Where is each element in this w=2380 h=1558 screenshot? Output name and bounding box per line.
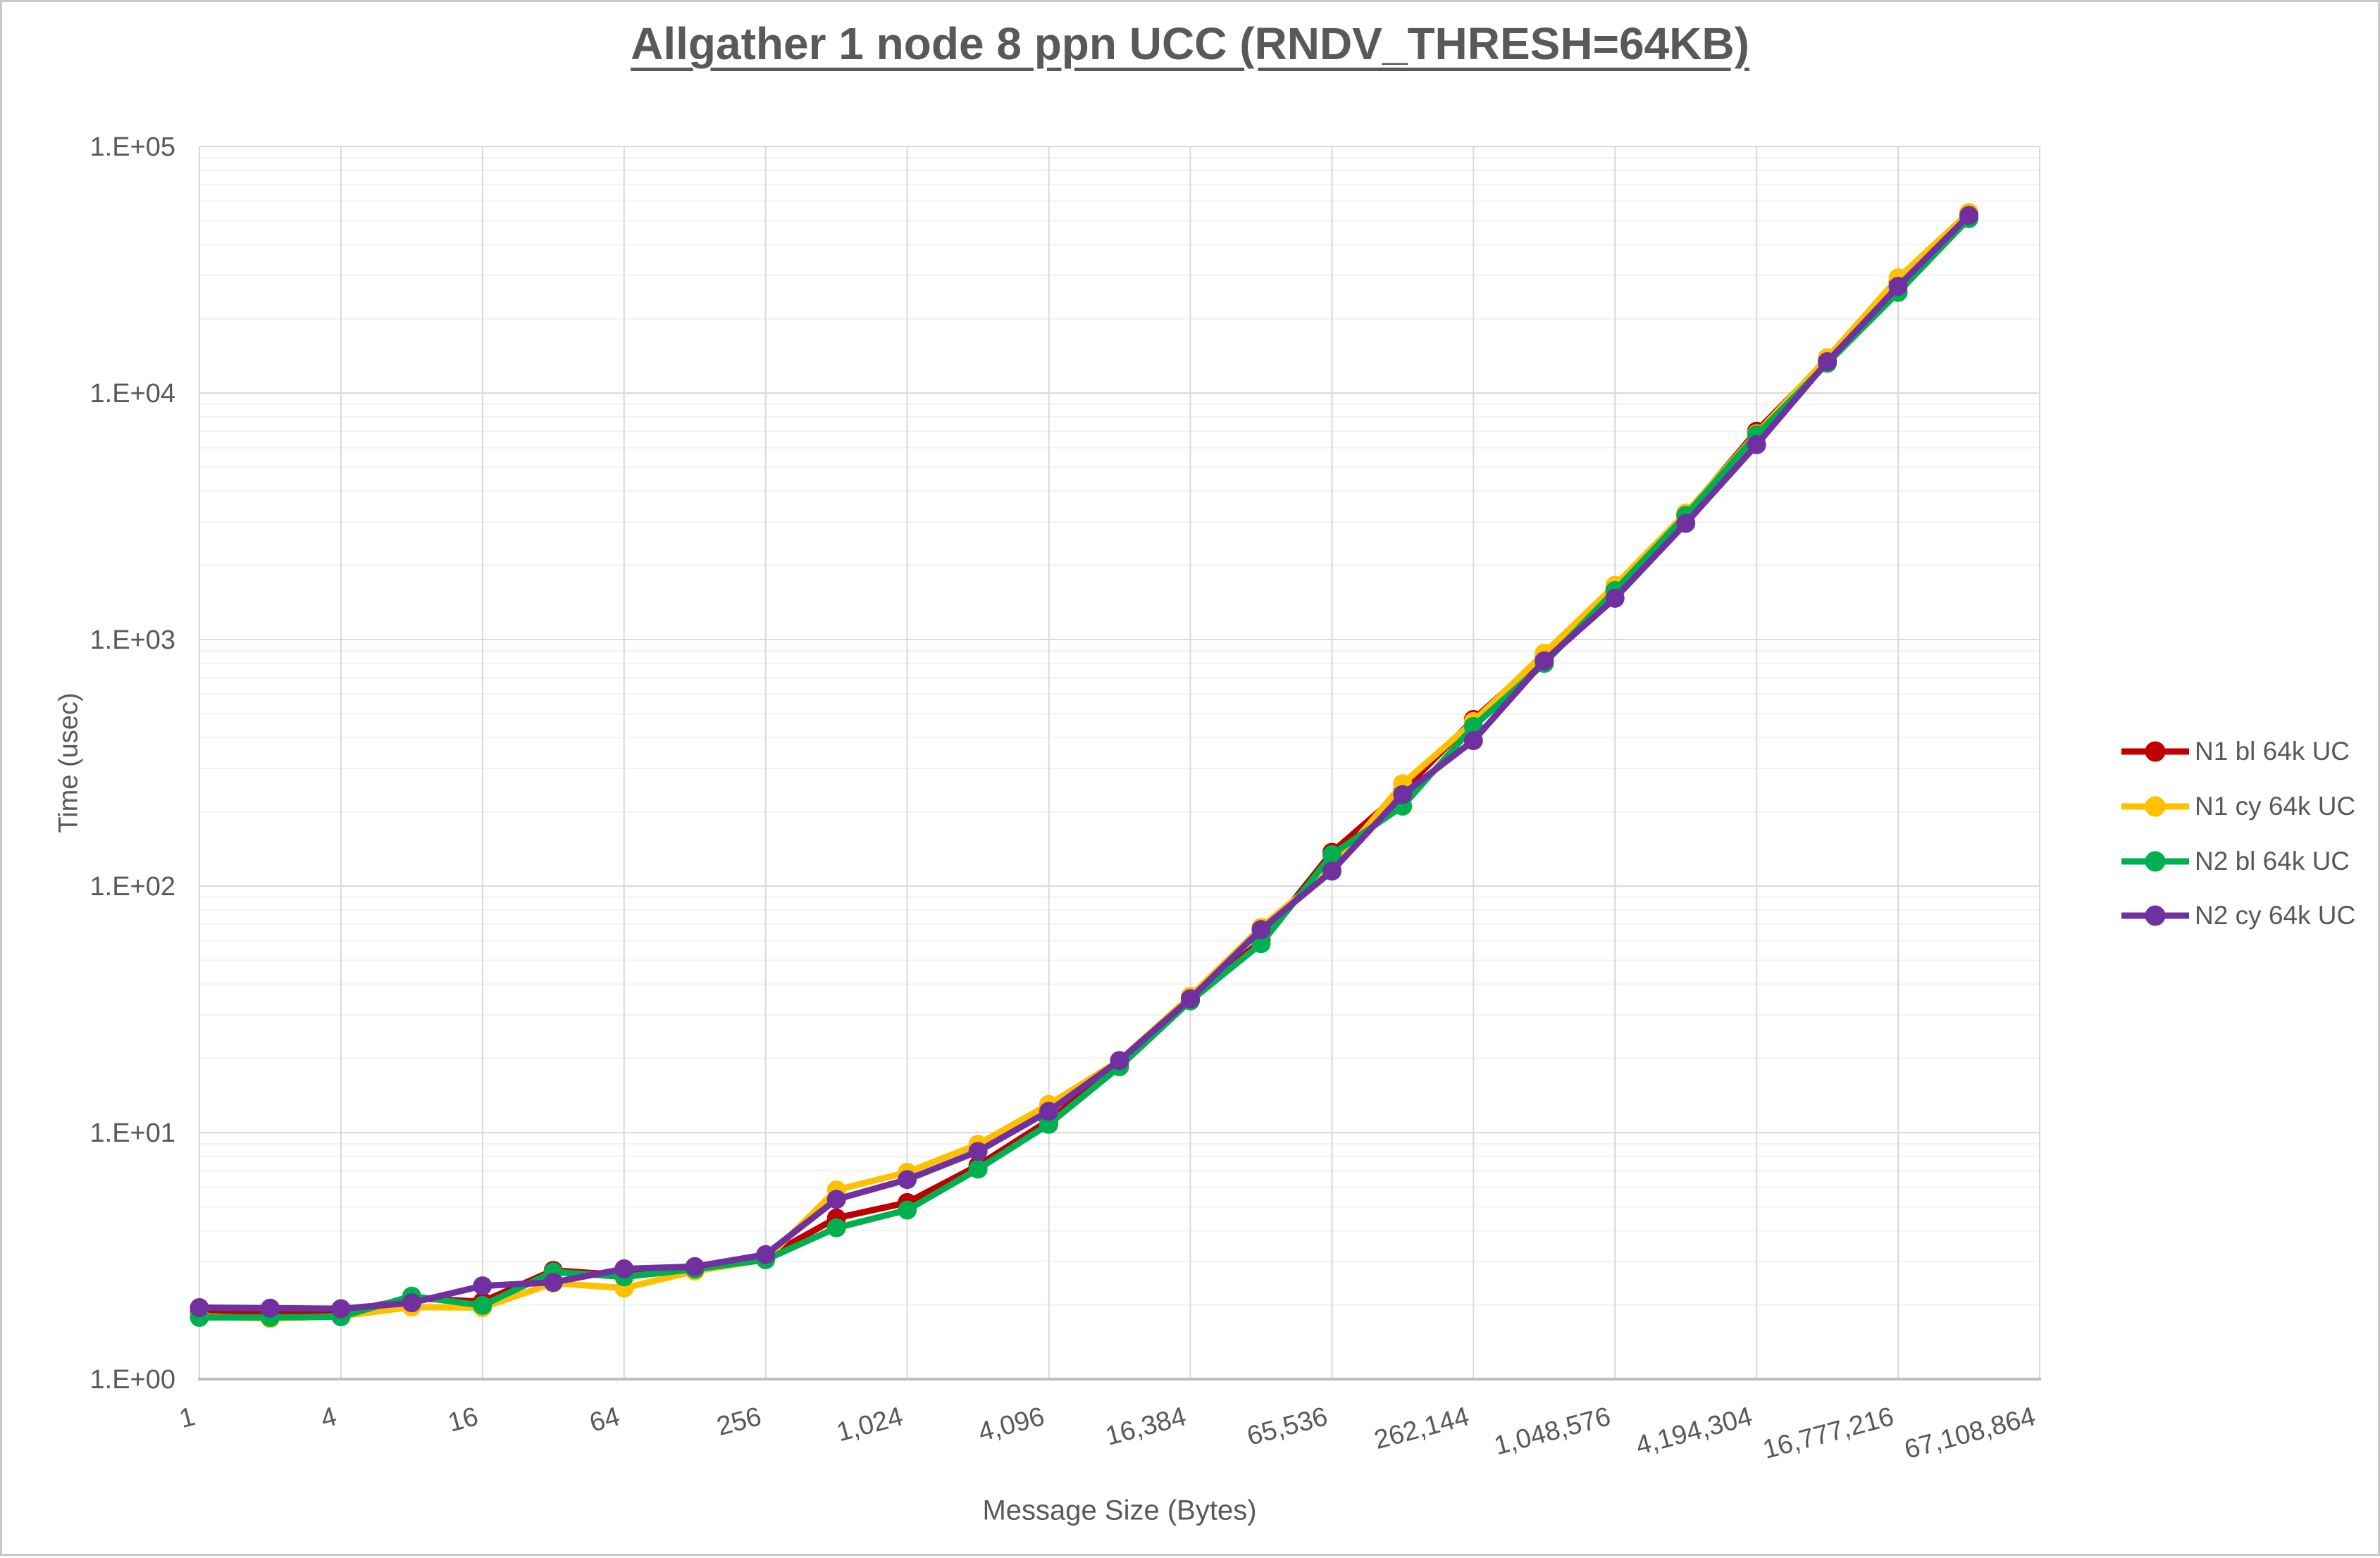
- series-n1-bl-64k-uc: [190, 205, 1978, 1323]
- data-point-marker: [1535, 651, 1554, 671]
- x-major-gridlines: [199, 147, 2040, 1379]
- legend-label: N1 bl 64k UC: [2195, 737, 2350, 766]
- svg-text:256: 256: [714, 1402, 764, 1442]
- data-point-marker: [1251, 934, 1271, 954]
- data-point-marker: [898, 1200, 917, 1220]
- data-point-marker: [473, 1295, 492, 1315]
- data-point-marker: [1251, 920, 1271, 940]
- data-point-marker: [1676, 513, 1696, 533]
- data-point-marker: [826, 1190, 846, 1209]
- data-point-marker: [402, 1293, 421, 1313]
- data-point-marker: [190, 1298, 209, 1317]
- svg-text:1: 1: [176, 1402, 198, 1434]
- svg-text:1.E+05: 1.E+05: [90, 132, 176, 162]
- data-point-marker: [1322, 845, 1341, 864]
- data-point-marker: [685, 1257, 705, 1276]
- svg-text:1,048,576: 1,048,576: [1491, 1402, 1613, 1461]
- svg-text:67,108,864: 67,108,864: [1902, 1402, 2039, 1465]
- svg-text:262,144: 262,144: [1371, 1402, 1473, 1455]
- legend-item: N2 bl 64k UC: [2121, 847, 2350, 875]
- svg-text:1.E+03: 1.E+03: [90, 625, 176, 655]
- data-point-marker: [261, 1298, 280, 1318]
- data-point-marker: [1959, 206, 1978, 225]
- x-axis-title: Message Size (Bytes): [982, 1495, 1257, 1526]
- svg-text:1.E+00: 1.E+00: [90, 1365, 176, 1395]
- data-point-marker: [1039, 1114, 1058, 1134]
- x-tick-labels: 1 4 16 64 256 1,024 4,096 16,384 65,536 262,144 1,…: [176, 1402, 2038, 1465]
- legend-item: N1 cy 64k UC: [2121, 792, 2355, 821]
- y-tick-labels: 1.E+00 1.E+01 1.E+02 1.E+03 1.E+04 1.E+05: [90, 132, 176, 1395]
- svg-text:1.E+02: 1.E+02: [90, 872, 176, 902]
- svg-text:16,384: 16,384: [1103, 1402, 1189, 1452]
- data-point-marker: [826, 1218, 846, 1238]
- legend-label: N1 cy 64k UC: [2195, 792, 2356, 821]
- data-point-marker: [1181, 989, 1200, 1009]
- data-point-marker: [614, 1259, 634, 1278]
- svg-text:64: 64: [586, 1402, 623, 1438]
- svg-text:4,194,304: 4,194,304: [1632, 1402, 1755, 1461]
- legend-line-marker-sample: [2121, 796, 2189, 817]
- data-point-marker: [1110, 1051, 1129, 1071]
- legend-label: N2 cy 64k UC: [2195, 901, 2356, 930]
- svg-text:16,777,216: 16,777,216: [1760, 1402, 1897, 1465]
- legend-item: N2 cy 64k UC: [2121, 901, 2356, 930]
- series-n2-cy-64k-uc: [190, 206, 1978, 1319]
- data-point-marker: [1888, 277, 1908, 296]
- data-point-marker: [756, 1245, 776, 1264]
- data-point-marker: [331, 1299, 351, 1319]
- chart-title: Allgather 1 node 8 ppn UCC (RNDV_THRESH=…: [631, 18, 1749, 69]
- data-point-marker: [1463, 731, 1483, 750]
- data-point-marker: [473, 1276, 492, 1296]
- data-point-marker: [898, 1170, 917, 1190]
- svg-text:1,024: 1,024: [833, 1402, 906, 1447]
- svg-text:1.E+01: 1.E+01: [90, 1118, 176, 1148]
- data-point-marker: [1605, 588, 1625, 608]
- y-major-gridlines: [199, 146, 2040, 1380]
- legend-line-marker-sample: [2121, 851, 2189, 872]
- legend-label: N2 bl 64k UC: [2195, 847, 2350, 875]
- legend-line-marker-sample: [2121, 741, 2189, 762]
- data-point-marker: [543, 1273, 563, 1292]
- data-point-marker: [1747, 435, 1766, 454]
- legend-line-marker-sample: [2121, 905, 2189, 926]
- y-minor-gridlines: [199, 157, 2040, 1306]
- data-point-marker: [1039, 1102, 1058, 1121]
- y-axis-title: Time (usec): [54, 692, 84, 833]
- svg-text:4,096: 4,096: [975, 1402, 1048, 1447]
- data-point-marker: [1393, 785, 1413, 804]
- data-point-marker: [968, 1159, 988, 1179]
- data-point-marker: [1322, 861, 1341, 881]
- svg-text:1.E+04: 1.E+04: [90, 379, 176, 409]
- legend-item: N1 bl 64k UC: [2121, 737, 2350, 766]
- data-point-marker: [968, 1142, 988, 1161]
- svg-text:4: 4: [318, 1402, 340, 1434]
- data-point-marker: [1818, 352, 1837, 371]
- svg-text:16: 16: [445, 1402, 481, 1438]
- series-n1-cy-64k-uc: [190, 203, 1978, 1328]
- svg-text:65,536: 65,536: [1244, 1402, 1331, 1452]
